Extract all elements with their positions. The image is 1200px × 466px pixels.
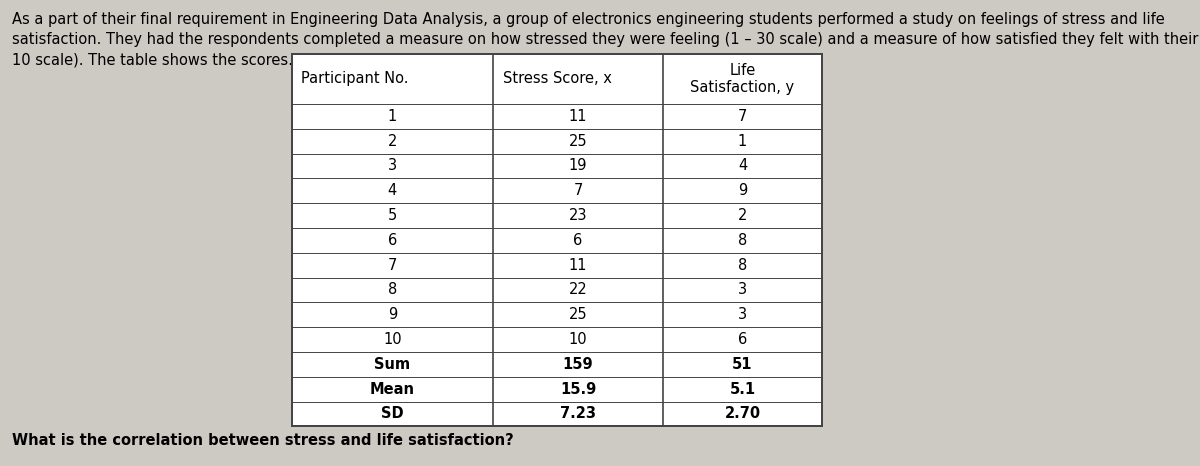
Text: 23: 23 — [569, 208, 587, 223]
Text: 51: 51 — [732, 357, 752, 372]
Text: 25: 25 — [569, 134, 587, 149]
Text: Participant No.: Participant No. — [301, 71, 409, 86]
Text: 6: 6 — [574, 233, 583, 248]
Text: 5.1: 5.1 — [730, 382, 756, 397]
Text: 8: 8 — [388, 282, 397, 297]
Text: 2: 2 — [738, 208, 748, 223]
Text: Sum: Sum — [374, 357, 410, 372]
Text: 22: 22 — [569, 282, 587, 297]
Text: 9: 9 — [388, 307, 397, 322]
Text: 15.9: 15.9 — [560, 382, 596, 397]
Text: 10: 10 — [569, 332, 587, 347]
Text: 8: 8 — [738, 258, 748, 273]
Text: 7: 7 — [574, 183, 583, 198]
Text: 1: 1 — [388, 109, 397, 124]
Text: 6: 6 — [738, 332, 748, 347]
Text: What is the correlation between stress and life satisfaction?: What is the correlation between stress a… — [12, 433, 514, 448]
Text: 7: 7 — [388, 258, 397, 273]
Text: 10: 10 — [383, 332, 402, 347]
Text: 1: 1 — [738, 134, 748, 149]
Text: 4: 4 — [388, 183, 397, 198]
Text: 3: 3 — [388, 158, 397, 173]
Text: Mean: Mean — [370, 382, 415, 397]
Text: 2: 2 — [388, 134, 397, 149]
Text: 9: 9 — [738, 183, 748, 198]
Text: 8: 8 — [738, 233, 748, 248]
Text: As a part of their final requirement in Engineering Data Analysis, a group of el: As a part of their final requirement in … — [12, 12, 1200, 68]
Text: 159: 159 — [563, 357, 593, 372]
Text: Life
Satisfaction, y: Life Satisfaction, y — [690, 62, 794, 95]
Text: SD: SD — [382, 406, 403, 421]
Text: 7.23: 7.23 — [560, 406, 596, 421]
Text: 7: 7 — [738, 109, 748, 124]
Text: 6: 6 — [388, 233, 397, 248]
Text: 3: 3 — [738, 307, 748, 322]
Text: 3: 3 — [738, 282, 748, 297]
Text: 4: 4 — [738, 158, 748, 173]
Text: 11: 11 — [569, 109, 587, 124]
Text: 2.70: 2.70 — [725, 406, 761, 421]
Text: 5: 5 — [388, 208, 397, 223]
Text: Stress Score, x: Stress Score, x — [503, 71, 612, 86]
Text: 25: 25 — [569, 307, 587, 322]
Text: 19: 19 — [569, 158, 587, 173]
FancyBboxPatch shape — [292, 54, 822, 426]
Text: 11: 11 — [569, 258, 587, 273]
